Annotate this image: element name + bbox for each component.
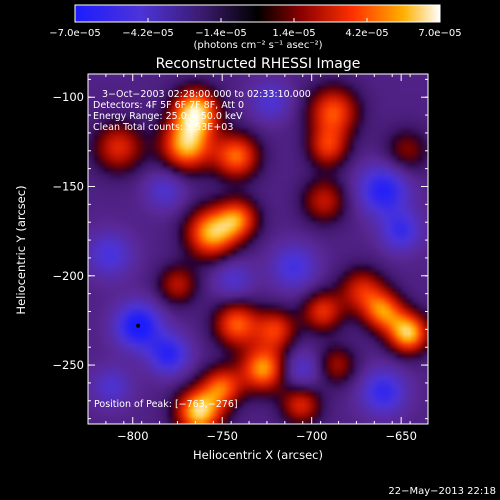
footer-timestamp: 22−May−2013 22:18 (388, 486, 496, 497)
colorbar-tick-label: 1.4e−05 (272, 28, 315, 39)
heatmap-image (88, 74, 428, 424)
colorbar-ticks: −7.0e−05 −4.2e−05 −1.4e−05 1.4e−05 4.2e−05 7.… (49, 18, 462, 39)
colorbar-tick-label: 7.0e−05 (418, 28, 461, 39)
y-tick-label: −100 (52, 90, 84, 104)
x-axis-label: Heliocentric X (arcsec) (193, 448, 323, 462)
y-tick-label: −250 (52, 358, 84, 372)
y-tick-label: −200 (52, 269, 84, 283)
peak-position-label: Position of Peak: [−763,−276] (94, 399, 238, 410)
minimum-marker (136, 323, 141, 328)
x-tick-label: −800 (117, 429, 149, 443)
chart-title: Reconstructed RHESSI Image (156, 56, 361, 72)
y-tick-label: −150 (52, 180, 84, 194)
colorbar-tick-label: −1.4e−05 (195, 28, 247, 39)
plot-frame (87, 73, 429, 425)
x-tick-label: −700 (296, 429, 328, 443)
colorbar-unit-label: (photons cm⁻² s⁻¹ asec⁻²) (193, 40, 322, 51)
colorbar (74, 4, 441, 23)
y-axis-label: Heliocentric Y (arcsec) (14, 185, 28, 314)
annotation-detectors: Detectors: 4F 5F 6F 7F 8F, Att 0 (93, 100, 244, 111)
x-tick-label: −650 (385, 429, 417, 443)
annotation-clean-counts: Clean Total counts: 3.53E+03 (93, 122, 233, 133)
x-tick-label: −750 (206, 429, 238, 443)
annotation-energy-range: Energy Range: 25.0 − 50.0 keV (93, 111, 243, 122)
annotation-time-range: 3−Oct−2003 02:28:00.000 to 02:33:10.000 (102, 89, 311, 100)
colorbar-tick-label: −4.2e−05 (122, 28, 174, 39)
colorbar-tick-label: −7.0e−05 (49, 28, 101, 39)
axis-ticks: −800 −750 −700 −650 −100 −150 −200 −250 (52, 74, 429, 443)
colorbar-tick-label: 4.2e−05 (345, 28, 388, 39)
